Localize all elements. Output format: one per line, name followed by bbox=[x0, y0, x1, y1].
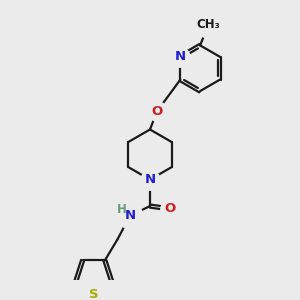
Text: N: N bbox=[124, 209, 136, 222]
Text: H: H bbox=[117, 203, 127, 216]
Text: N: N bbox=[144, 173, 156, 186]
Text: S: S bbox=[89, 288, 99, 300]
Text: CH₃: CH₃ bbox=[196, 18, 220, 31]
Text: O: O bbox=[151, 105, 163, 118]
Text: O: O bbox=[164, 202, 176, 215]
Text: N: N bbox=[175, 50, 186, 63]
